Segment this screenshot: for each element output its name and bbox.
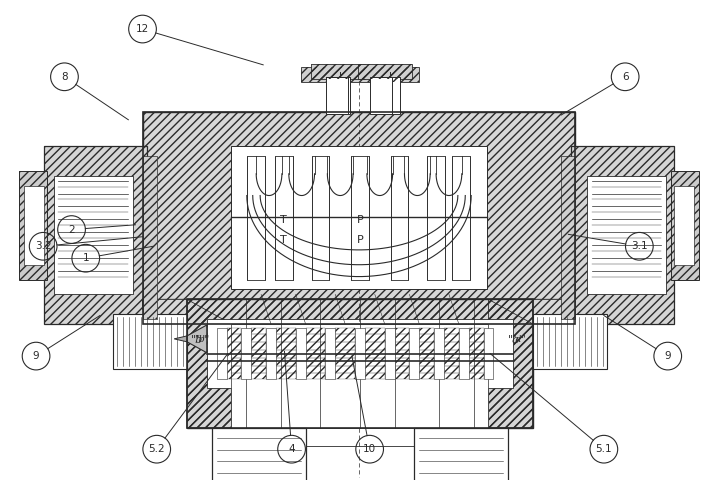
Bar [301, 67, 419, 82]
Bar [674, 185, 694, 265]
Text: 9: 9 [33, 351, 39, 361]
Bar [246, 428, 474, 446]
Bar [251, 328, 266, 379]
Bar [355, 328, 365, 379]
Bar [414, 428, 508, 483]
Bar [301, 67, 419, 82]
Bar [459, 328, 469, 379]
Text: "b": "b" [191, 335, 208, 345]
Polygon shape [174, 336, 187, 342]
Bar [434, 328, 444, 379]
Bar [571, 146, 674, 324]
Polygon shape [187, 299, 231, 428]
Text: 4: 4 [288, 444, 295, 454]
Polygon shape [187, 325, 207, 353]
Bar [142, 112, 576, 324]
Bar [380, 77, 399, 114]
Bar [247, 156, 265, 280]
Text: P: P [357, 235, 363, 245]
Text: 6: 6 [622, 72, 628, 82]
Bar [231, 324, 488, 428]
Text: T: T [281, 235, 287, 245]
Text: 3.1: 3.1 [631, 242, 648, 251]
Bar [217, 328, 227, 379]
Bar [142, 156, 157, 319]
Text: 10: 10 [363, 444, 376, 454]
Text: 8: 8 [61, 72, 67, 82]
Bar [296, 328, 306, 379]
Bar [327, 77, 348, 114]
Bar [561, 156, 576, 319]
Text: 3.2: 3.2 [35, 242, 52, 251]
Text: 5.1: 5.1 [595, 444, 612, 454]
Bar [187, 299, 533, 428]
Bar [231, 146, 487, 289]
Bar [365, 328, 385, 379]
Bar [19, 171, 47, 280]
Bar [358, 64, 412, 79]
Polygon shape [533, 299, 576, 325]
Bar [311, 64, 365, 79]
Bar [306, 328, 325, 379]
Bar [358, 64, 412, 79]
Bar [142, 112, 576, 324]
Bar [671, 171, 699, 280]
Bar [391, 156, 409, 280]
Bar [395, 328, 409, 379]
Bar [142, 156, 157, 319]
Bar [113, 314, 187, 369]
Bar [452, 156, 470, 280]
Bar [571, 146, 674, 324]
Bar [469, 328, 483, 379]
Text: 12: 12 [136, 24, 149, 34]
Bar [351, 156, 369, 280]
Bar [241, 328, 251, 379]
Bar [330, 77, 350, 114]
Bar [385, 328, 395, 379]
Text: T: T [281, 215, 287, 225]
Bar [187, 299, 533, 428]
Bar [266, 328, 276, 379]
Bar [187, 299, 533, 428]
Text: 1: 1 [83, 253, 89, 263]
Bar [212, 428, 306, 483]
Bar [44, 146, 147, 324]
Polygon shape [488, 299, 533, 428]
Bar [671, 171, 699, 280]
Bar [142, 112, 576, 324]
Bar [587, 176, 666, 294]
Bar [227, 328, 241, 379]
Bar [561, 156, 576, 319]
Bar [335, 328, 355, 379]
Text: "a": "a" [510, 335, 526, 344]
Bar [19, 171, 47, 280]
Polygon shape [142, 299, 187, 325]
Bar [427, 156, 445, 280]
Bar [44, 146, 147, 324]
Text: 5.2: 5.2 [149, 444, 165, 454]
Bar [409, 328, 419, 379]
Bar [483, 328, 493, 379]
Bar [444, 328, 459, 379]
Bar [311, 64, 365, 79]
Text: 9: 9 [664, 351, 671, 361]
Bar [370, 77, 391, 114]
Bar [276, 328, 296, 379]
Bar [54, 176, 133, 294]
Bar [533, 314, 607, 369]
Bar [275, 156, 293, 280]
Bar [325, 328, 335, 379]
Bar [207, 319, 513, 388]
Bar [24, 185, 44, 265]
Text: "b": "b" [194, 335, 210, 344]
Text: P: P [357, 215, 363, 225]
Bar [419, 328, 434, 379]
Text: 2: 2 [68, 225, 75, 235]
Text: "a": "a" [508, 335, 525, 345]
Bar [312, 156, 330, 280]
